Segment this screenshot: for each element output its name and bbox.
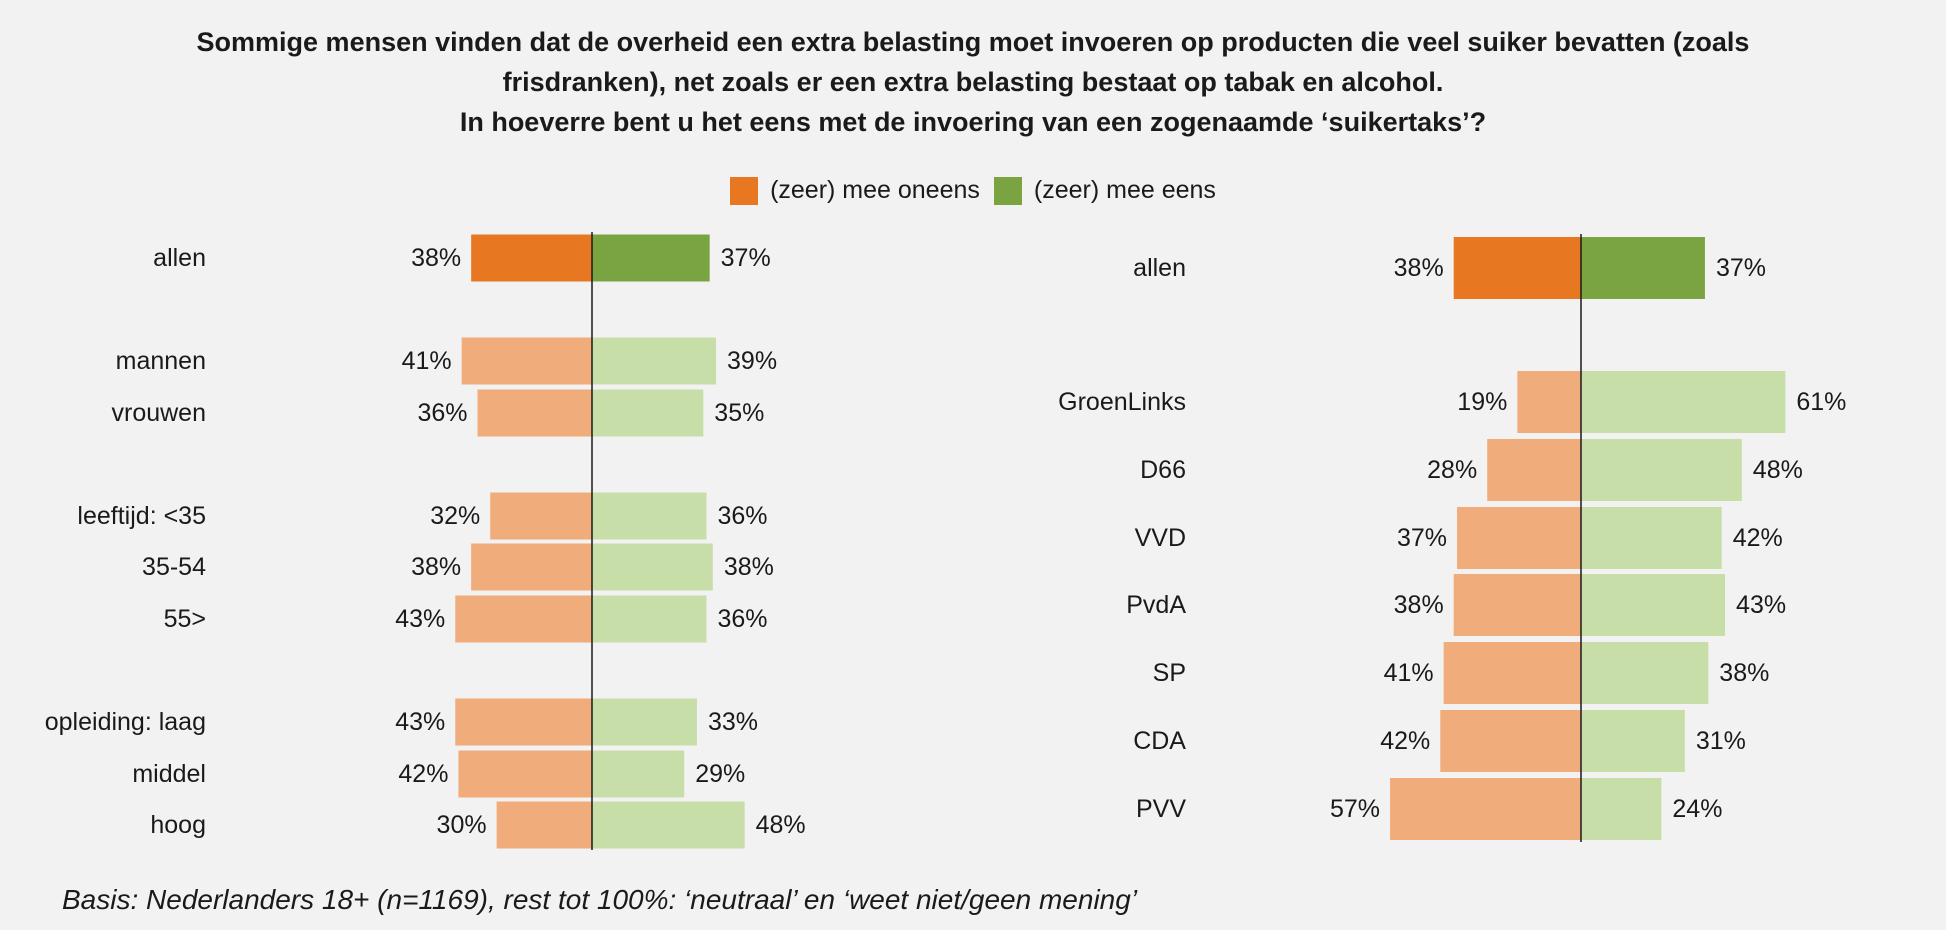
left-bar-agree-3 [592,492,707,540]
legend: (zeer) mee oneens (zeer) mee eens [0,176,1946,205]
left-value-label-disagree-0: 38% [411,244,461,272]
right-category-label-3: VVD [1135,524,1186,552]
right-bar-agree-4 [1581,574,1726,636]
title-line-1: Sommige mensen vinden dat de overheid ee… [196,27,1750,57]
left-bar-agree-5 [592,595,707,643]
right-value-label-agree-1: 61% [1796,388,1846,416]
left-category-label-4: 35-54 [142,553,206,581]
left-value-label-agree-8: 48% [756,811,806,839]
legend-label-disagree: (zeer) mee oneens [770,176,980,204]
right-value-label-disagree-0: 38% [1394,254,1444,282]
right-value-label-agree-0: 37% [1716,254,1766,282]
left-bar-disagree-2 [477,389,592,437]
legend-swatch-disagree [730,176,759,205]
right-bar-disagree-6 [1440,710,1581,772]
right-bar-disagree-7 [1390,778,1581,840]
left-bar-disagree-7 [458,750,592,798]
left-bar-disagree-5 [455,595,592,643]
left-value-label-disagree-8: 30% [437,811,487,839]
left-bar-agree-1 [592,337,717,385]
right-value-label-disagree-1: 19% [1457,388,1507,416]
left-category-label-1: mannen [116,347,206,375]
right-value-label-agree-2: 48% [1753,456,1803,484]
left-category-label-2: vrouwen [112,399,207,427]
left-value-label-agree-5: 36% [717,605,767,633]
right-bar-agree-5 [1581,642,1709,704]
left-bar-agree-6 [592,698,697,746]
right-value-label-disagree-5: 41% [1384,659,1434,687]
right-category-label-5: SP [1153,659,1186,687]
legend-label-agree: (zeer) mee eens [1033,176,1216,204]
right-bar-disagree-2 [1487,439,1581,501]
right-bar-agree-1 [1581,371,1786,433]
left-bar-agree-7 [592,750,685,798]
left-category-label-3: leeftijd: <35 [77,502,206,530]
right-category-label-7: PVV [1136,795,1186,823]
right-bar-disagree-4 [1453,574,1581,636]
left-category-label-6: opleiding: laag [45,708,206,736]
left-category-label-8: hoog [150,811,206,839]
left-bar-disagree-1 [461,337,592,385]
left-value-label-agree-2: 35% [714,399,764,427]
right-category-label-2: D66 [1140,456,1186,484]
chart-title: Sommige mensen vinden dat de overheid ee… [40,22,1906,142]
right-value-label-disagree-3: 37% [1397,524,1447,552]
title-line-3: In hoeverre bent u het eens met de invoe… [459,107,1487,137]
left-bar-disagree-6 [455,698,592,746]
legend-item-disagree: (zeer) mee oneens [730,176,980,205]
left-bar-disagree-4 [471,543,592,591]
right-value-label-agree-4: 43% [1736,591,1786,619]
left-value-label-disagree-1: 41% [402,347,452,375]
left-value-label-disagree-5: 43% [395,605,445,633]
right-bar-disagree-0 [1453,237,1581,299]
left-value-label-disagree-2: 36% [417,399,467,427]
left-value-label-disagree-6: 43% [395,708,445,736]
right-bar-disagree-5 [1443,642,1581,704]
right-value-label-agree-7: 24% [1672,795,1722,823]
left-bar-agree-0 [592,234,710,282]
left-category-label-7: middel [132,760,206,788]
right-value-label-disagree-2: 28% [1427,456,1477,484]
right-bar-disagree-3 [1457,507,1581,569]
right-bar-agree-6 [1581,710,1685,772]
left-value-label-agree-1: 39% [727,347,777,375]
left-value-label-agree-7: 29% [695,760,745,788]
left-value-label-agree-0: 37% [721,244,771,272]
right-value-label-disagree-4: 38% [1394,591,1444,619]
right-bar-agree-0 [1581,237,1705,299]
right-bar-agree-3 [1581,507,1722,569]
left-value-label-disagree-4: 38% [411,553,461,581]
right-bar-agree-2 [1581,439,1742,501]
right-value-label-disagree-6: 42% [1380,727,1430,755]
right-value-label-disagree-7: 57% [1330,795,1380,823]
right-category-label-0: allen [1133,254,1186,282]
right-bar-agree-7 [1581,778,1662,840]
right-category-label-6: CDA [1133,727,1186,755]
left-bar-disagree-3 [490,492,592,540]
legend-item-agree: (zeer) mee eens [993,176,1216,205]
right-value-label-agree-5: 38% [1719,659,1769,687]
legend-swatch-agree [993,176,1022,205]
footnote: Basis: Nederlanders 18+ (n=1169), rest t… [62,884,1138,915]
right-category-label-4: PvdA [1126,591,1186,619]
left-value-label-disagree-7: 42% [398,760,448,788]
left-value-label-agree-6: 33% [708,708,758,736]
title-line-2: frisdranken), net zoals er een extra bel… [502,67,1444,97]
left-category-label-5: 55> [164,605,206,633]
right-category-label-1: GroenLinks [1058,388,1186,416]
left-bar-agree-8 [592,801,745,849]
left-bar-disagree-0 [471,234,592,282]
right-value-label-agree-3: 42% [1733,524,1783,552]
left-bar-agree-2 [592,389,704,437]
right-bar-disagree-1 [1517,371,1581,433]
right-value-label-agree-6: 31% [1696,727,1746,755]
left-value-label-agree-3: 36% [717,502,767,530]
left-bar-disagree-8 [496,801,592,849]
left-category-label-0: allen [153,244,206,272]
left-bar-agree-4 [592,543,713,591]
left-value-label-disagree-3: 32% [430,502,480,530]
left-value-label-agree-4: 38% [724,553,774,581]
